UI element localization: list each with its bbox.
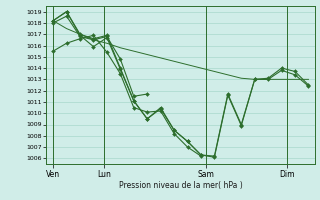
X-axis label: Pression niveau de la mer( hPa ): Pression niveau de la mer( hPa ) — [119, 181, 243, 190]
